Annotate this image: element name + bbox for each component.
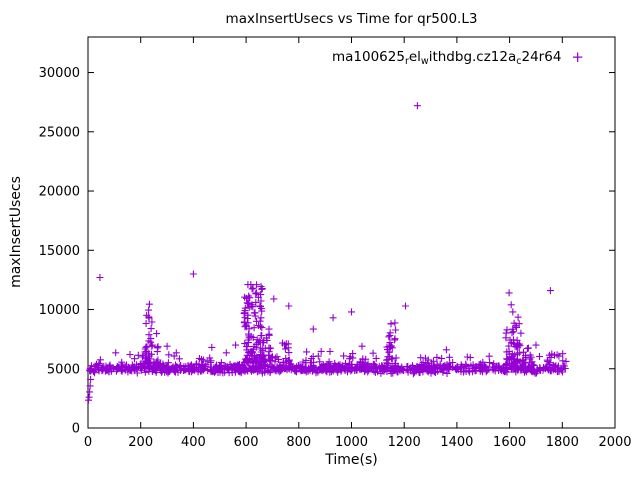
legend-marker-plus-icon: +: [571, 47, 584, 66]
y-tick-label: 10000: [39, 303, 80, 318]
axis-tick-labels: 0 200 400 600 800 1000 1200 1400 1600 1800 2000050…: [39, 66, 632, 450]
x-tick-label: 800: [286, 435, 311, 450]
legend-label-subscript: r: [404, 56, 409, 67]
x-tick-label: 1600: [493, 435, 526, 450]
x-axis-label: Time(s): [325, 452, 378, 468]
y-tick-label: 5000: [47, 362, 80, 377]
data-points-path: [85, 102, 570, 404]
axis-ticks: [87, 37, 616, 429]
y-tick-label: 15000: [39, 244, 80, 259]
y-tick-label: 0: [72, 422, 80, 437]
x-tick-label: 1200: [388, 435, 421, 450]
x-tick-label: 2000: [598, 435, 631, 450]
x-tick-label: 1000: [335, 435, 368, 450]
legend: ma100625relwithdbg.cz12ac24r64 +: [331, 47, 584, 67]
x-tick-label: 400: [181, 435, 206, 450]
legend-label: ma100625relwithdbg.cz12ac24r64: [331, 49, 562, 67]
chart-title: maxInsertUsecs vs Time for qr500.L3: [225, 11, 478, 27]
legend-label-text: ma100625: [331, 49, 405, 65]
y-tick-label: 20000: [39, 185, 80, 200]
legend-label-text: ithdbg.cz12a: [428, 49, 517, 65]
legend-label-text: 24r64: [521, 49, 562, 65]
y-tick-label: 25000: [39, 125, 80, 140]
x-tick-label: 0: [84, 435, 92, 450]
x-tick-label: 1400: [440, 435, 473, 450]
legend-label-text: el: [408, 49, 421, 65]
x-tick-label: 600: [234, 435, 259, 450]
legend-label-subscript: w: [420, 56, 429, 67]
x-tick-label: 1800: [546, 435, 579, 450]
data-points: [85, 102, 570, 404]
x-tick-label: 200: [128, 435, 153, 450]
legend-label-subscript: c: [516, 56, 522, 67]
y-tick-label: 30000: [39, 66, 80, 81]
